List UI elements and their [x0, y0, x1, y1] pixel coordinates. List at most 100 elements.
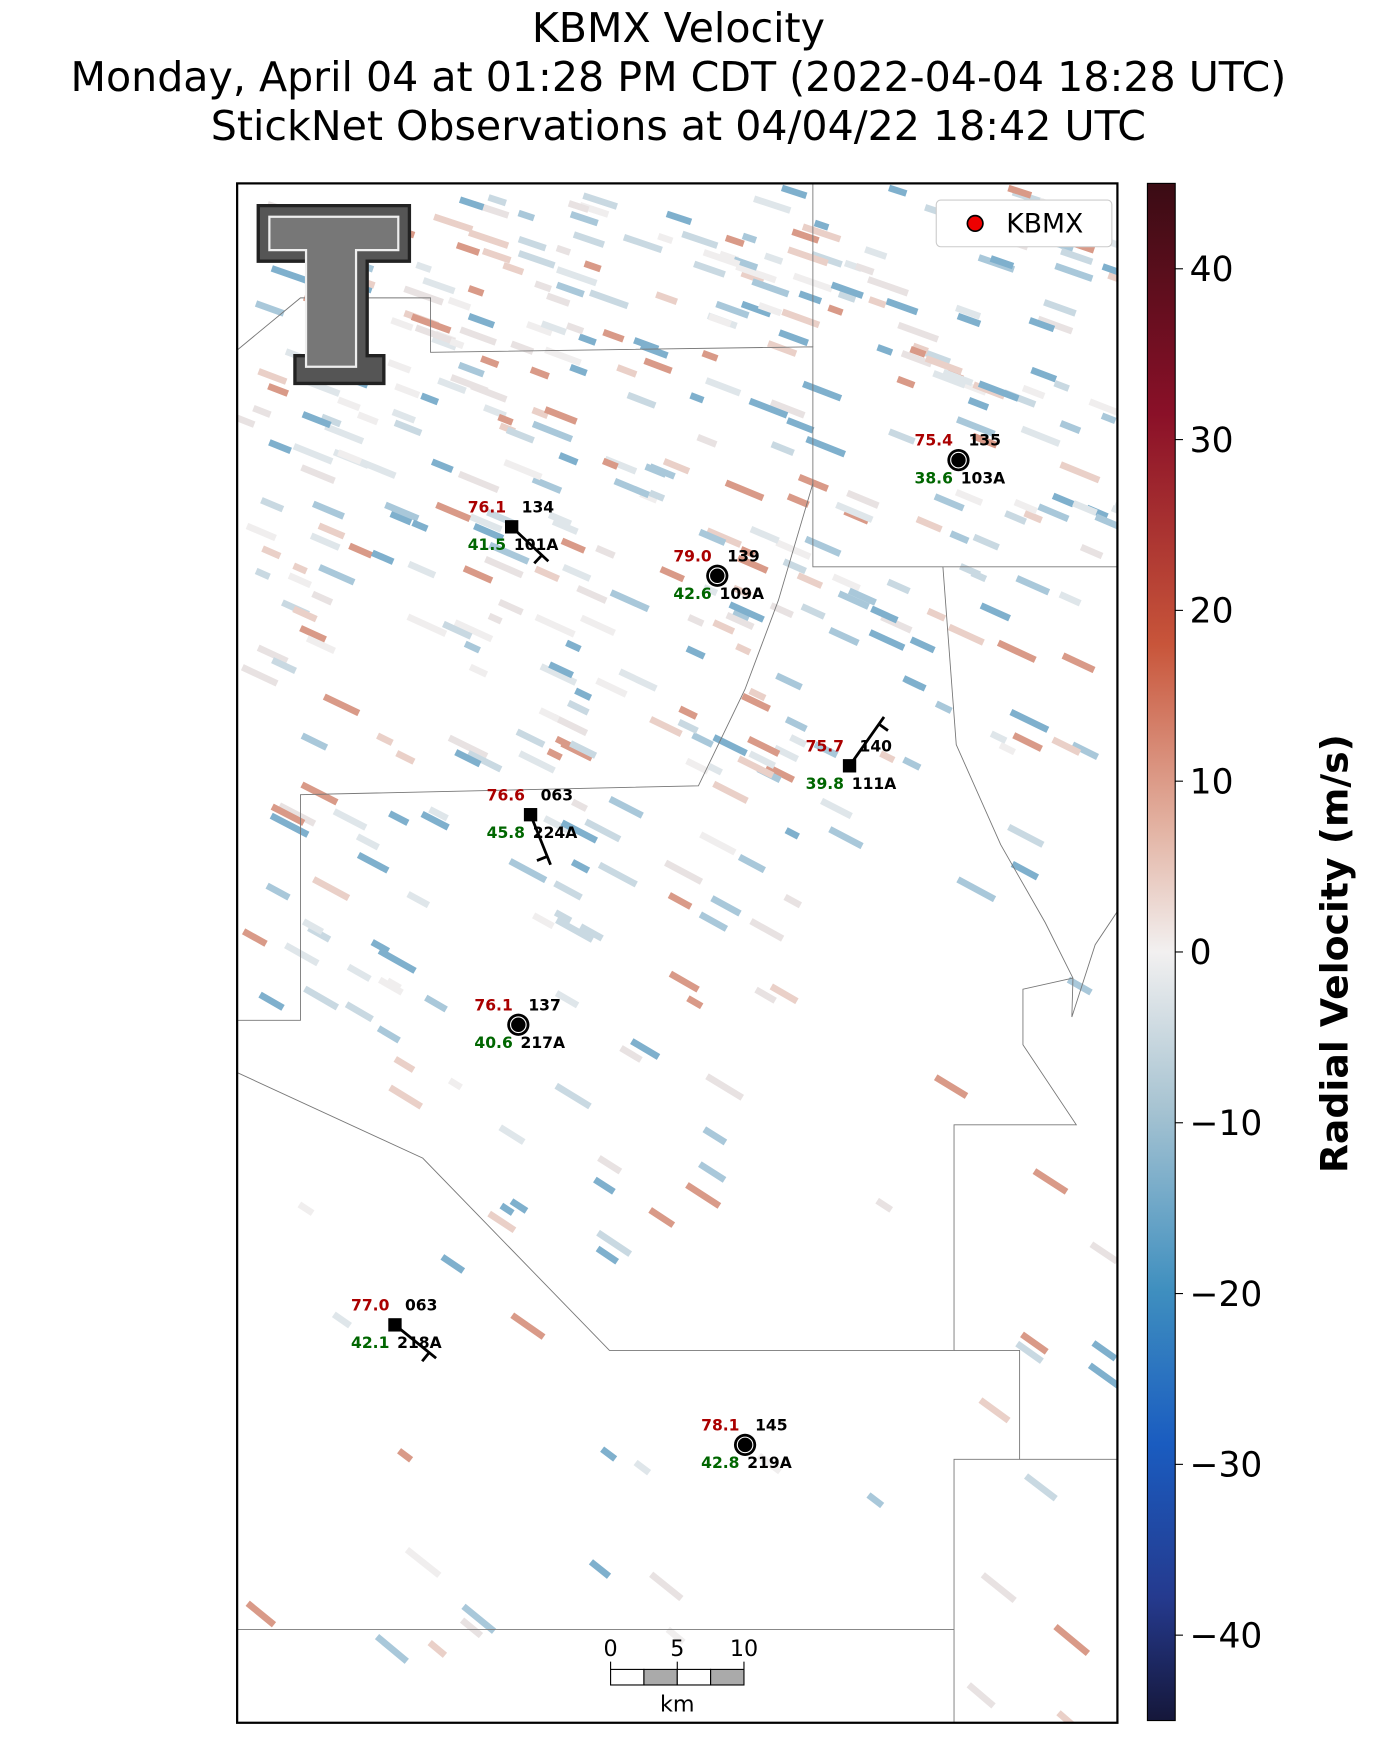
- radar-gate: [902, 756, 922, 771]
- scalebar-tick-label: 0: [604, 1636, 618, 1662]
- radar-gate: [698, 528, 727, 546]
- radar-gate: [414, 324, 456, 345]
- radar-gate: [966, 1682, 996, 1709]
- radar-gate: [374, 1634, 409, 1664]
- radar-gate: [569, 740, 598, 759]
- radar-gate: [318, 564, 356, 586]
- wind-barb: [533, 554, 543, 565]
- radar-gate: [390, 317, 414, 332]
- radar-gate: [331, 1311, 352, 1329]
- radar-gate: [741, 692, 771, 712]
- radar-gate: [854, 262, 875, 276]
- radar-gate: [665, 210, 693, 226]
- radar-gate: [689, 392, 705, 404]
- radar-gate: [397, 1448, 414, 1463]
- radar-gate: [427, 1639, 448, 1658]
- radar-gate: [473, 523, 505, 542]
- radar-gate: [348, 542, 373, 559]
- radar-gate: [257, 368, 288, 385]
- radar-gate: [933, 493, 965, 512]
- dewpoint: 45.8: [487, 824, 525, 842]
- dewpoint: 41.5: [468, 536, 506, 554]
- radar-gate: [267, 383, 289, 397]
- radar-gate: [569, 363, 588, 377]
- radar-gate: [1091, 1340, 1118, 1362]
- radar-gate: [1020, 425, 1061, 447]
- radar-gate: [297, 1201, 315, 1216]
- radar-gate: [508, 858, 548, 884]
- radar-gate: [571, 798, 588, 812]
- radar-gate: [459, 1617, 484, 1639]
- radar-gate: [567, 200, 590, 213]
- radar-gate: [805, 435, 846, 458]
- radar-gate: [787, 246, 829, 267]
- radar-gate: [942, 368, 974, 387]
- radar-gate: [879, 750, 896, 764]
- radar-gate: [796, 572, 824, 589]
- legend-label: KBMX: [1006, 208, 1083, 239]
- radar-gate: [570, 859, 591, 874]
- radar-gate: [813, 741, 839, 759]
- station-code: 063: [405, 1296, 437, 1314]
- radar-gate: [503, 459, 543, 481]
- radar-gate: [797, 473, 829, 492]
- radar-gate: [457, 470, 500, 494]
- radar-gate: [1009, 708, 1050, 733]
- radar-gate: [551, 713, 589, 737]
- radar-gate: [385, 977, 402, 991]
- radar-gate: [924, 355, 963, 375]
- radar-gate: [466, 750, 503, 773]
- radar-gate: [979, 602, 1011, 622]
- station-marker: [388, 1318, 402, 1332]
- radar-gate: [387, 359, 412, 374]
- radar-gate: [546, 748, 563, 761]
- radar-gate: [578, 923, 604, 942]
- radar-gate: [515, 728, 546, 748]
- radar-gate: [678, 705, 698, 720]
- radar-gate: [735, 263, 777, 284]
- radar-gate: [698, 911, 729, 932]
- radar-gate: [782, 558, 807, 575]
- radar-gate: [517, 209, 536, 222]
- radar-gate: [1020, 1331, 1049, 1355]
- radar-gate: [546, 292, 571, 307]
- radar-gate: [584, 818, 622, 843]
- radar-gate: [1051, 492, 1075, 508]
- radar-gate: [1012, 732, 1043, 752]
- radar-gate: [1061, 652, 1096, 674]
- radar-gate: [630, 1038, 661, 1060]
- radar-gate: [732, 256, 759, 271]
- radar-gate: [769, 602, 794, 619]
- radar-gate: [256, 644, 289, 665]
- colorbar-tick-label: −20: [1190, 1275, 1263, 1315]
- dewpoint: 38.6: [915, 469, 953, 487]
- radar-gate: [748, 750, 776, 769]
- station-marker: [504, 520, 519, 534]
- radar-gate: [932, 370, 967, 389]
- radar-gate: [428, 806, 449, 822]
- radar-gate: [728, 601, 765, 623]
- radar-gate: [543, 406, 578, 425]
- radar-gate: [622, 234, 663, 254]
- radar-gate: [481, 247, 512, 264]
- radar-gate: [649, 716, 683, 738]
- radar-gate: [1056, 1710, 1087, 1723]
- radar-gate: [978, 1397, 1011, 1424]
- colorbar-tick-label: 40: [1190, 250, 1234, 290]
- radar-gate: [667, 892, 693, 910]
- radar-gate: [897, 321, 940, 343]
- radar-gate: [1071, 741, 1100, 760]
- radar-gate: [576, 585, 608, 604]
- radar-gate: [588, 205, 610, 218]
- radar-gate: [531, 476, 563, 494]
- radar-gate: [619, 1045, 643, 1063]
- radar-gate: [303, 985, 339, 1011]
- radar-gate: [555, 917, 595, 943]
- radar-gate: [798, 290, 823, 305]
- station-marker: [842, 759, 857, 773]
- radar-gate: [1100, 412, 1117, 425]
- radar-gate: [708, 313, 732, 328]
- dewpoint: 42.8: [701, 1454, 739, 1472]
- colorbar-tick-label: 0: [1190, 933, 1212, 973]
- radar-gate: [437, 377, 467, 394]
